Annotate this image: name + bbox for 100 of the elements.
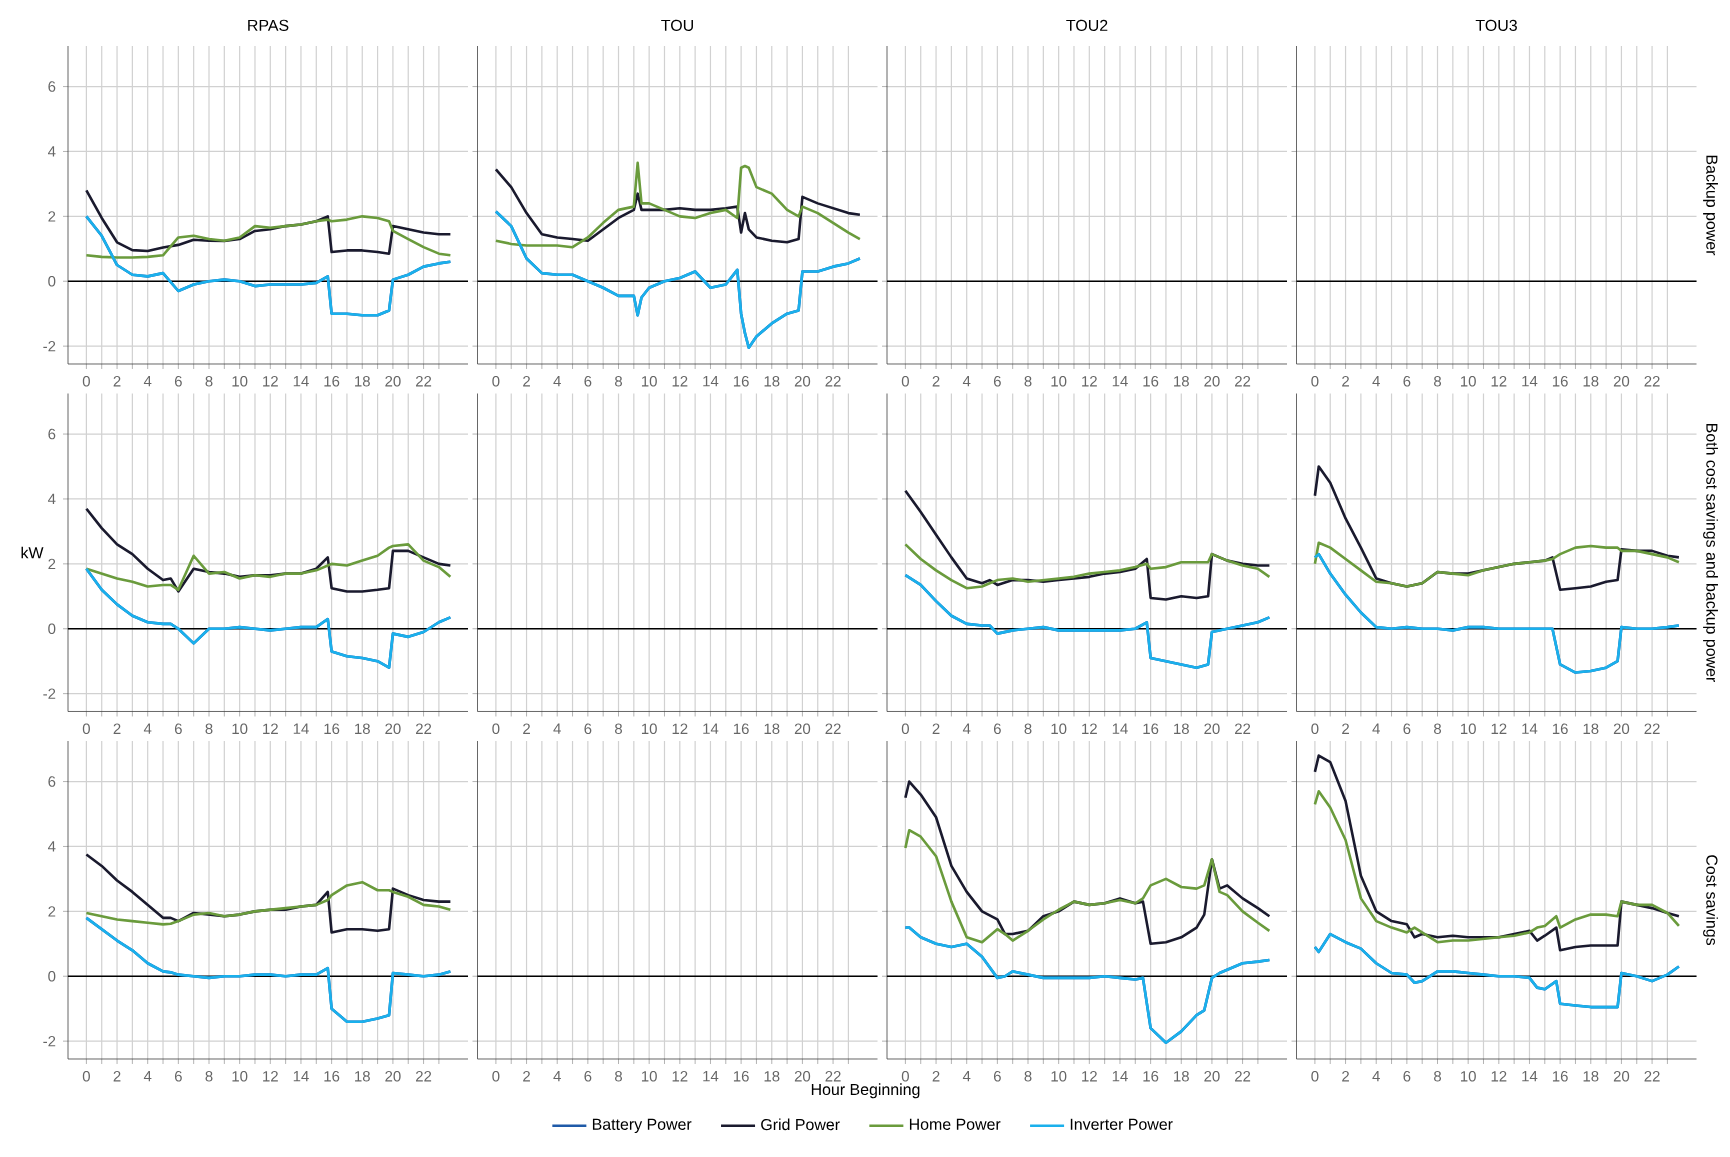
x-tick-label: 22 <box>825 723 841 734</box>
x-tick-label: 16 <box>733 723 749 735</box>
x-tick-label: 6 <box>584 376 592 387</box>
legend-label: Home Power <box>909 1118 1001 1130</box>
x-tick-label: 10 <box>1460 376 1476 387</box>
x-tick-label: 4 <box>1372 376 1380 387</box>
x-tick-label: 16 <box>324 376 340 387</box>
y-tick-label: 2 <box>48 558 56 570</box>
x-tick-label: 20 <box>794 723 811 735</box>
x-tick-label: 0 <box>492 1071 500 1082</box>
x-tick-label: 22 <box>1644 376 1660 387</box>
chart-title: TOU2 <box>1066 19 1108 32</box>
x-tick-label: 10 <box>1051 723 1067 735</box>
x-tick-label: 2 <box>113 723 121 734</box>
x-tick-label: 16 <box>733 376 749 387</box>
x-tick-label: 12 <box>1082 723 1097 734</box>
x-tick-label: 22 <box>416 1071 432 1082</box>
y-tick-label: -2 <box>43 688 56 699</box>
x-tick-label: 10 <box>232 376 248 387</box>
x-tick-label: 18 <box>764 723 780 735</box>
x-tick-label: 2 <box>932 376 940 387</box>
x-tick-label: 6 <box>1403 723 1411 735</box>
x-tick-label: 20 <box>1204 723 1220 735</box>
x-tick-label: 8 <box>615 376 623 387</box>
x-tick-label: 8 <box>205 1071 213 1082</box>
y-tick-label: 4 <box>47 493 56 505</box>
x-tick-label: 10 <box>641 1071 657 1082</box>
x-tick-label: 16 <box>324 1071 340 1082</box>
x-tick-label: 18 <box>1174 1071 1189 1082</box>
x-tick-label: 20 <box>1613 723 1630 735</box>
x-tick-label: 2 <box>523 1071 530 1082</box>
x-tick-label: 22 <box>416 376 432 387</box>
x-tick-label: 4 <box>962 376 971 387</box>
x-tick-label: 10 <box>641 723 657 735</box>
x-tick-label: 14 <box>1112 723 1128 734</box>
x-tick-label: 22 <box>1235 1071 1251 1082</box>
x-tick-label: 8 <box>1024 723 1032 735</box>
x-tick-label: 14 <box>1522 1071 1538 1082</box>
x-tick-label: 6 <box>174 1071 182 1082</box>
x-axis-title: Hour Beginning <box>811 1083 920 1099</box>
x-tick-label: 20 <box>1204 1071 1220 1082</box>
x-tick-label: 10 <box>641 376 657 387</box>
x-tick-label: 18 <box>1583 1071 1599 1082</box>
x-tick-label: 10 <box>1051 376 1067 387</box>
x-tick-label: 0 <box>82 723 90 735</box>
y-tick-label: 0 <box>48 970 56 982</box>
x-tick-label: 0 <box>82 376 90 387</box>
x-tick-label: 18 <box>1174 723 1189 735</box>
x-tick-label: 12 <box>263 376 278 387</box>
x-tick-label: 10 <box>1460 1071 1476 1082</box>
y-axis-title: kW <box>21 546 44 559</box>
x-tick-label: 18 <box>764 1071 780 1082</box>
x-tick-label: 22 <box>825 1071 841 1082</box>
x-tick-label: 16 <box>1552 1071 1568 1082</box>
y-tick-label: -2 <box>43 1035 56 1047</box>
x-tick-label: 6 <box>584 723 592 735</box>
x-tick-label: 12 <box>1491 723 1507 734</box>
x-tick-label: 18 <box>355 1071 370 1082</box>
x-tick-label: 16 <box>324 723 340 735</box>
x-tick-label: 4 <box>553 1071 561 1082</box>
y-tick-label: 0 <box>48 623 56 635</box>
x-tick-label: 2 <box>113 376 121 387</box>
x-tick-label: 8 <box>1434 723 1442 735</box>
x-tick-label: 4 <box>143 376 152 387</box>
x-tick-label: 6 <box>1403 376 1411 387</box>
x-tick-label: 4 <box>1372 723 1380 734</box>
x-tick-label: 2 <box>523 723 530 734</box>
x-tick-label: 6 <box>993 723 1001 735</box>
x-tick-label: 18 <box>1583 376 1599 387</box>
x-tick-label: 2 <box>113 1071 121 1082</box>
x-tick-label: 2 <box>1342 1071 1349 1082</box>
x-tick-label: 4 <box>553 723 561 734</box>
x-tick-label: 18 <box>764 376 780 387</box>
y2-axis-title: Cost savings <box>1703 855 1718 946</box>
x-tick-label: 6 <box>993 1071 1001 1082</box>
x-tick-label: 8 <box>1434 376 1442 387</box>
x-tick-label: 12 <box>672 376 688 387</box>
x-tick-label: 14 <box>293 1071 309 1082</box>
y-tick-label: 6 <box>48 776 56 787</box>
x-tick-label: 14 <box>703 376 719 387</box>
x-tick-label: 2 <box>523 376 530 387</box>
x-tick-label: 14 <box>1522 723 1538 734</box>
x-tick-label: 18 <box>355 376 370 387</box>
x-tick-label: 8 <box>615 1071 623 1082</box>
x-tick-label: 12 <box>672 723 688 734</box>
x-tick-label: 20 <box>1204 376 1220 387</box>
y-tick-label: 2 <box>48 906 56 917</box>
x-tick-label: 6 <box>174 376 182 387</box>
x-tick-label: 8 <box>1024 376 1032 387</box>
x-tick-label: 4 <box>143 723 152 734</box>
x-tick-label: 10 <box>232 723 248 735</box>
x-tick-label: 16 <box>1552 723 1568 735</box>
x-tick-label: 12 <box>1491 1071 1507 1082</box>
x-tick-label: 16 <box>733 1071 749 1082</box>
x-tick-label: 6 <box>584 1071 592 1082</box>
y-tick-label: 6 <box>48 428 56 440</box>
chart-title: RPAS <box>248 19 289 32</box>
x-tick-label: 2 <box>932 723 940 734</box>
y-tick-label: -2 <box>43 340 56 352</box>
x-tick-label: 4 <box>553 376 561 387</box>
